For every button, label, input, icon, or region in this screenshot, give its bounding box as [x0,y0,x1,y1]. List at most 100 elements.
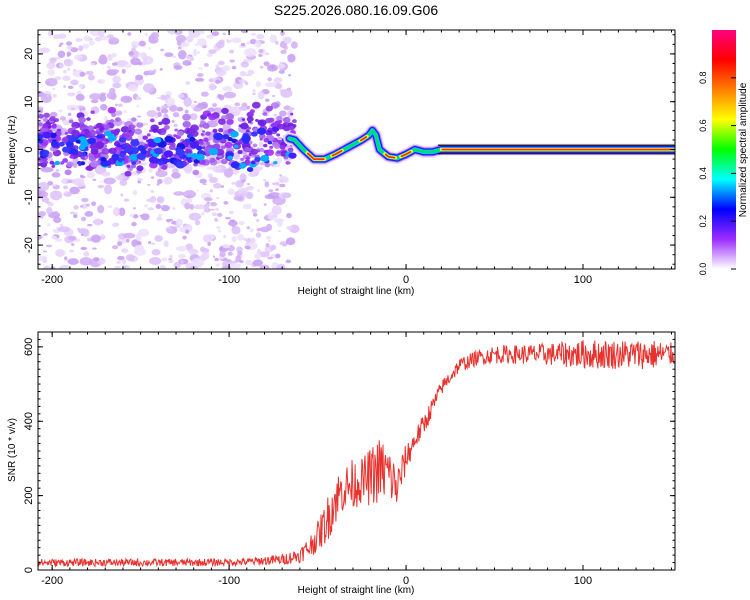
spectrogram-noise-blob [88,40,95,46]
spectrogram-noise-blob [52,93,57,98]
spectrogram-noise-blob [279,61,283,65]
spectrogram-noise-blob [250,237,256,244]
spectrogram-band-blob [288,125,295,131]
spectrogram-noise-blob [277,63,286,69]
spectrogram-noise-blob [257,188,260,192]
spectrogram-noise-blob [59,62,64,69]
spectrogram-noise-blob [79,71,86,77]
snr-x-tick-label: 100 [574,575,592,587]
spectrogram-band-blob [200,132,204,136]
spectrogram-noise-blob [214,257,220,262]
spectrogram-noise-blob [280,88,293,98]
spectrogram-noise-blob [239,71,247,77]
spectrogram-noise-blob [40,167,54,173]
spectrogram-band-blob [252,143,258,148]
spectrogram-noise-blob [132,189,138,196]
spectrogram-noise-blob [271,205,282,215]
spectrogram-x-tick-label: 100 [574,274,592,286]
spectrogram-noise-blob [123,110,127,114]
spectrogram-noise-blob [197,38,207,47]
spectrogram-band-blob [276,150,281,155]
colorbar-strip [712,30,736,269]
spectrogram-band-blob [42,117,49,122]
spectrogram-band-blob [51,164,56,168]
spectrogram-band-blob [263,137,270,143]
spectrogram-noise-blob [238,220,245,226]
snr-x-tick-label: -100 [218,575,240,587]
spectrogram-core-blob [189,141,199,149]
spectrogram-noise-blob [278,230,281,233]
spectrogram-noise-blob [287,87,292,91]
spectrogram-core-blob [175,161,186,169]
spectrogram-noise-blob [184,109,189,114]
spectrogram-noise-blob [263,61,270,67]
snr-y-tick-label: 600 [23,338,35,356]
spectrogram-noise-blob [217,229,222,233]
spectrogram-band-blob [62,158,69,163]
spectrogram-noise-blob [169,254,173,259]
spectrogram-noise-blob [173,65,183,70]
spectrogram-core-blob [231,138,237,143]
spectrogram-noise-blob [92,247,97,250]
spectrogram-noise-blob [101,171,111,177]
spectrogram-noise-blob [278,110,287,117]
spectrogram-core-blob [230,161,240,169]
snr-y-axis-label: SNR (10 * v/v) [7,418,18,482]
spectrogram-x-tick-label: 0 [403,274,409,286]
spectrogram-noise-blob [231,168,240,175]
spectrogram-noise-blob [76,90,83,95]
spectrogram-band-blob [89,130,97,136]
spectrogram-noise-blob [83,250,90,257]
spectrogram-core-blob [119,152,126,158]
spectrogram-noise-blob [164,52,174,57]
spectrogram-noise-blob [185,229,190,234]
spectrogram-core-blob [38,133,43,141]
spectrogram-noise-blob [46,94,49,97]
spectrogram-noise-blob [171,167,179,174]
spectrogram-band-blob [240,122,249,130]
spectrogram-band-blob [226,118,234,125]
spectrogram-noise-blob [275,181,280,186]
spectrogram-band-blob [40,162,47,168]
spectrogram-noise-blob [256,33,265,40]
spectrogram-noise-blob [268,189,274,193]
spectrogram-noise-blob [232,81,244,90]
spectrogram-band-blob [173,134,177,138]
spectrogram-noise-blob [56,226,60,229]
spectrogram-core-blob [238,162,247,169]
spectrogram-band-blob [276,115,283,121]
spectrogram-noise-blob [194,77,205,82]
snr-y-tick-label: 0 [23,567,35,573]
spectrogram-noise-blob [38,255,48,262]
spectrogram-noise-blob [127,32,132,36]
spectrogram-noise-blob [215,69,227,76]
spectrogram-noise-blob [47,69,55,76]
spectrogram-band-blob [160,129,166,134]
spectrogram-band-blob [208,114,217,121]
spectrogram-noise-blob [158,213,162,218]
snr-y-tick-label: 400 [23,412,35,430]
spectrogram-noise-blob [145,70,156,76]
spectrogram-band-blob [152,128,158,133]
snr-x-tick-label: 0 [403,575,409,587]
snr-y-tick-label: 200 [23,486,35,504]
spectrogram-noise-blob [75,182,86,188]
spectrogram-noise-blob [132,207,136,210]
spectrogram-noise-blob [138,40,146,47]
spectrogram-plot-area [38,30,675,269]
spectrogram-noise-blob [247,59,253,63]
spectrogram-band-blob [49,115,56,122]
spectrogram-noise-blob [289,224,300,234]
spectrogram-band-blob [205,141,210,145]
spectrogram-noise-blob [283,37,292,44]
spectrogram-band-blob [241,118,245,121]
spectrogram-noise-blob [87,74,95,81]
spectrogram-noise-blob [160,204,170,212]
spectrogram-band-blob [223,158,227,162]
spectrogram-noise-blob [245,74,252,77]
spectrogram-noise-blob [234,102,241,107]
spectrogram-band-blob [45,128,49,132]
spectrogram-noise-blob [63,58,74,67]
spectrogram-ridge-hot-red [331,149,343,157]
